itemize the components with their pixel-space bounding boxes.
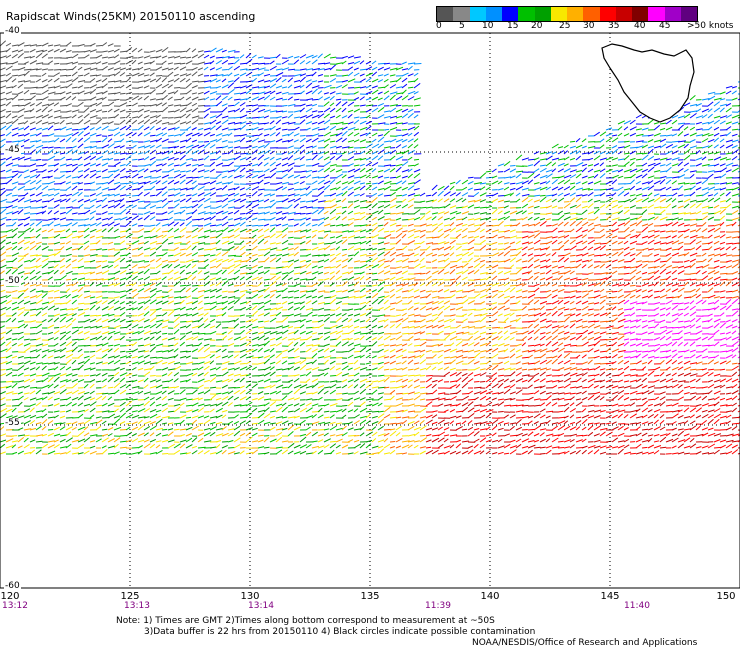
colorbar-label: 0 (436, 21, 442, 31)
colorbar-label: 35 (608, 21, 620, 31)
colorbar-swatch (615, 7, 632, 21)
lon-label: 125 (120, 591, 140, 602)
colorbar-label: 30 (583, 21, 595, 31)
colorbar-label: 40 (634, 21, 646, 31)
map-title: Rapidscat Winds(25KM) 20150110 ascending (6, 10, 256, 23)
lat-lon-grid (0, 33, 740, 588)
lon-label: 130 (240, 591, 260, 602)
colorbar-label: 45 (659, 21, 671, 31)
colorbar-labels: 0 5 10 15 20 25 30 35 40 45 >50 knots (430, 21, 740, 33)
colorbar-label: 25 (559, 21, 571, 31)
lat-label: -45 (4, 145, 21, 155)
time-label: 11:39 (425, 601, 451, 611)
lat-label: -60 (4, 581, 21, 591)
lon-label: 140 (480, 591, 500, 602)
lat-label: -55 (4, 418, 21, 428)
lat-label: -40 (4, 26, 21, 36)
lon-label: 145 (600, 591, 620, 602)
colorbar-swatch (680, 7, 697, 21)
colorbar-swatch (550, 7, 567, 21)
colorbar-swatch (583, 7, 600, 21)
colorbar-swatch (632, 7, 649, 21)
time-label: 13:12 (2, 601, 28, 611)
colorbar-swatch (469, 7, 486, 21)
colorbar-swatch (453, 7, 470, 21)
lon-label: 120 (0, 591, 20, 602)
colorbar-swatch (599, 7, 616, 21)
colorbar-swatch (664, 7, 681, 21)
colorbar-label: 20 (531, 21, 543, 31)
tasmania-coastline (601, 43, 695, 123)
note-line-1: Note: 1) Times are GMT 2)Times along bot… (116, 616, 495, 626)
colorbar-label: >50 knots (687, 21, 734, 31)
colorbar-swatch (648, 7, 665, 21)
plot-frame (0, 32, 740, 589)
note-line-2: 3)Data buffer is 22 hrs from 20150110 4)… (144, 627, 536, 637)
lat-label: -50 (4, 276, 21, 286)
note-line-3: NOAA/NESDIS/Office of Research and Appli… (472, 638, 698, 648)
wind-barbs-layer (0, 40, 740, 455)
colorbar-label: 5 (459, 21, 465, 31)
colorbar-swatch (518, 7, 535, 21)
time-label: 13:13 (124, 601, 150, 611)
time-label: 13:14 (248, 601, 274, 611)
colorbar-swatch (437, 7, 454, 21)
colorbar-swatch (534, 7, 551, 21)
lon-label: 150 (716, 591, 736, 602)
lon-label: 135 (360, 591, 380, 602)
time-label: 11:40 (624, 601, 650, 611)
colorbar-label: 15 (507, 21, 519, 31)
colorbar-swatch (485, 7, 502, 21)
colorbar-swatch (502, 7, 519, 21)
wind-speed-colorbar (436, 6, 698, 22)
colorbar-swatch (567, 7, 584, 21)
colorbar-label: 10 (482, 21, 494, 31)
